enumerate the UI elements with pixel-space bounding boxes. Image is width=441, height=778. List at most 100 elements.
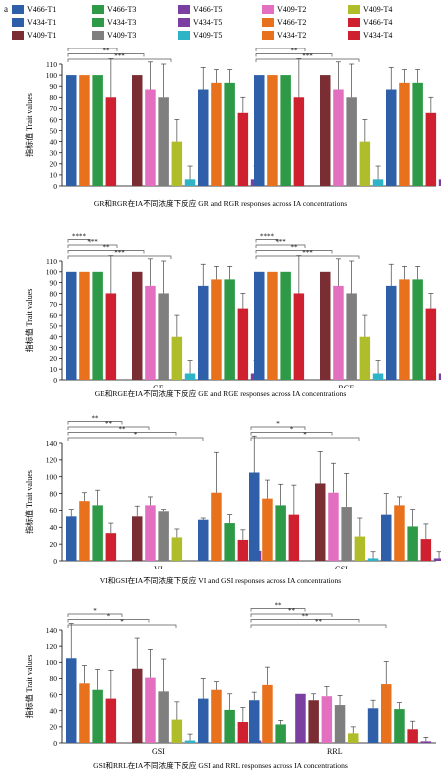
- bar: [79, 683, 90, 743]
- y-tick-label: 20: [50, 540, 58, 549]
- y-tick-label: 0: [53, 376, 57, 385]
- legend-item: V466-T4: [348, 17, 392, 27]
- bar: [224, 279, 235, 380]
- bar: [381, 514, 392, 561]
- significance-label: ***: [87, 238, 98, 246]
- bar: [407, 729, 418, 743]
- significance-label: ***: [302, 249, 313, 257]
- group-label: GE: [153, 384, 164, 388]
- significance-bracket: [250, 624, 387, 628]
- legend-label: V434-T1: [27, 17, 57, 27]
- bar: [158, 97, 169, 186]
- y-tick-label: 30: [50, 149, 58, 158]
- bar: [438, 179, 441, 186]
- bar: [308, 700, 319, 743]
- legend-swatch: [178, 30, 190, 40]
- bar: [315, 483, 326, 561]
- legend-label: V434-T4: [363, 30, 393, 40]
- bar: [267, 75, 278, 186]
- bar: [79, 501, 90, 561]
- bar: [267, 271, 278, 380]
- bar: [333, 89, 344, 186]
- significance-label: ***: [114, 52, 125, 60]
- y-tick-label: 60: [50, 506, 58, 515]
- bar: [105, 97, 117, 186]
- legend: a V466-T1 V466-T3 V466-T5 V409-T2 V409-T4 V43…: [0, 0, 441, 40]
- bar: [211, 279, 222, 380]
- bar: [354, 536, 366, 561]
- significance-label: *: [134, 431, 138, 439]
- bar: [158, 293, 169, 380]
- significance-label: **: [288, 607, 296, 615]
- legend-label: V434-T2: [277, 30, 307, 40]
- bar: [341, 507, 352, 561]
- bar: [386, 285, 397, 380]
- bar: [184, 179, 196, 186]
- bar: [92, 75, 103, 186]
- significance-label: **: [103, 48, 111, 55]
- y-tick-label: 70: [50, 300, 58, 309]
- legend-swatch: [262, 17, 274, 27]
- significance-label: **: [302, 613, 310, 621]
- significance-bracket: [67, 624, 177, 628]
- y-tick-label: 110: [46, 60, 57, 69]
- group-label: GSI: [152, 747, 165, 756]
- legend-swatch: [92, 4, 104, 14]
- significance-label: ***: [275, 48, 286, 49]
- y-tick-label: 40: [50, 333, 58, 342]
- significance-bracket: [250, 613, 333, 617]
- bar: [254, 75, 265, 186]
- legend-swatch: [262, 30, 274, 40]
- bar: [184, 373, 196, 380]
- legend-swatch: [178, 17, 190, 27]
- significance-bracket: [255, 244, 306, 248]
- significance-bracket: [67, 255, 172, 259]
- legend-swatch: [348, 30, 360, 40]
- significance-bracket: [255, 58, 360, 62]
- legend-label: V466-T4: [363, 17, 393, 27]
- caption-gsi-rrl: GSI和RRL在IA不同浓度下反应 GSI and RRL responses …: [93, 761, 348, 770]
- legend-swatch: [178, 4, 190, 14]
- bar: [288, 514, 300, 561]
- significance-label: **: [103, 244, 111, 252]
- bar: [254, 271, 265, 380]
- bar: [132, 516, 143, 561]
- panel-ge-rge: 0 10 20 30 40 50 60 70 80 90 100 110 指标值 Trait value…: [0, 224, 441, 404]
- bar: [249, 472, 260, 561]
- bar: [211, 82, 222, 186]
- group-label: VI: [154, 565, 163, 569]
- bar: [237, 722, 249, 743]
- bar: [211, 689, 222, 743]
- legend-label: V466-T2: [277, 17, 307, 27]
- y-tick-label: 20: [50, 160, 58, 169]
- y-tick-label: 90: [50, 82, 58, 91]
- y-tick-label: 60: [50, 115, 58, 124]
- bar: [171, 719, 183, 743]
- bar: [79, 271, 90, 380]
- bar: [198, 89, 209, 186]
- bar: [420, 741, 432, 743]
- bar: [438, 373, 441, 380]
- significance-bracket: [67, 250, 145, 254]
- legend-label: V409-T3: [107, 30, 137, 40]
- panel-vi-gsi: 0 20 40 60 80 100 120 140 指标值 Trait values VI GSI *…: [0, 413, 441, 585]
- significance-label: *: [276, 420, 280, 428]
- legend-item: V466-T2: [262, 17, 306, 27]
- bar: [275, 724, 286, 743]
- bar: [328, 492, 339, 561]
- y-tick-label: 80: [50, 289, 58, 298]
- bar: [198, 285, 209, 380]
- bar: [399, 82, 410, 186]
- bar: [386, 89, 397, 186]
- significance-bracket: [255, 239, 279, 243]
- significance-bracket: [67, 53, 145, 57]
- y-tick-label: 80: [50, 93, 58, 102]
- chart-vi-gsi: 0 20 40 60 80 100 120 140 指标值 Trait values VI GSI *…: [24, 415, 441, 569]
- bar: [433, 558, 441, 561]
- bar: [359, 141, 371, 186]
- legend-item: V434-T4: [348, 30, 392, 40]
- legend-label: V409-T2: [277, 4, 307, 14]
- legend-item: V409-T2: [262, 4, 306, 14]
- legend-item: V434-T1: [12, 17, 56, 27]
